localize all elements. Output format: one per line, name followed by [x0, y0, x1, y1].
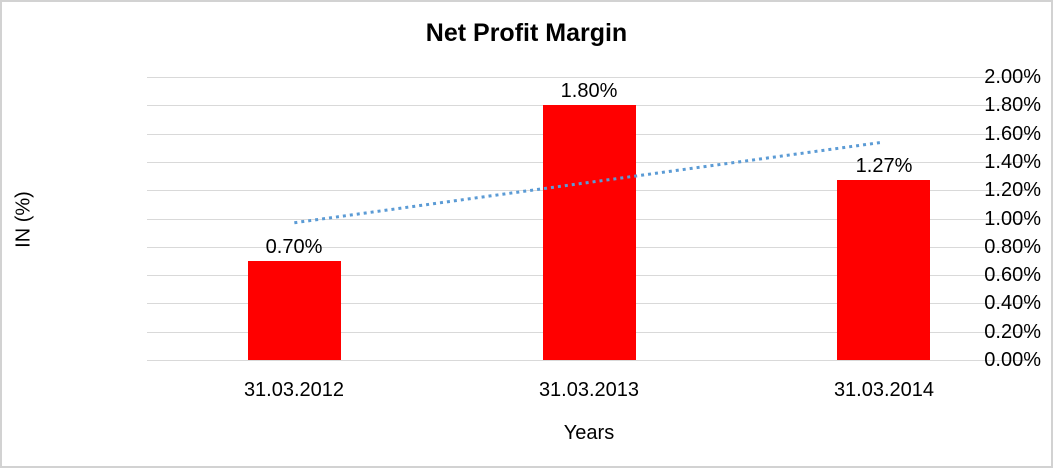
y-tick-label: 1.40%: [984, 151, 1041, 173]
y-tick-label: 2.00%: [984, 66, 1041, 88]
gridline: [147, 77, 1031, 78]
bar-data-label: 0.70%: [265, 236, 323, 258]
bar-data-label: 1.80%: [560, 80, 618, 102]
y-axis-title: IN (%): [12, 191, 35, 248]
trendline[interactable]: [294, 140, 884, 225]
y-tick-label: 1.00%: [984, 208, 1041, 230]
y-tick-label: 0.20%: [984, 321, 1041, 343]
bar-31.03.2012[interactable]: [248, 261, 341, 360]
bar-data-label: 1.27%: [855, 155, 913, 177]
y-tick-label: 0.00%: [984, 349, 1041, 371]
y-tick-label: 0.80%: [984, 236, 1041, 258]
chart-title: Net Profit Margin: [425, 19, 628, 47]
plot-area: 0.70% 1.80% 1.27%: [147, 77, 1031, 361]
y-tick-label: 1.20%: [984, 179, 1041, 201]
y-tick-label: 1.80%: [984, 94, 1041, 116]
x-axis-title: Years: [563, 422, 615, 444]
gridline: [147, 360, 1031, 361]
y-tick-label: 0.60%: [984, 264, 1041, 286]
x-tick-label: 31.03.2013: [538, 379, 640, 401]
x-tick-label: 31.03.2014: [833, 379, 935, 401]
trendline-layer: [294, 140, 884, 225]
bar-31.03.2014[interactable]: [837, 180, 930, 360]
x-tick-label: 31.03.2012: [243, 379, 345, 401]
bar-31.03.2013[interactable]: [543, 105, 636, 360]
y-tick-label: 1.60%: [984, 123, 1041, 145]
y-tick-label: 0.40%: [984, 292, 1041, 314]
